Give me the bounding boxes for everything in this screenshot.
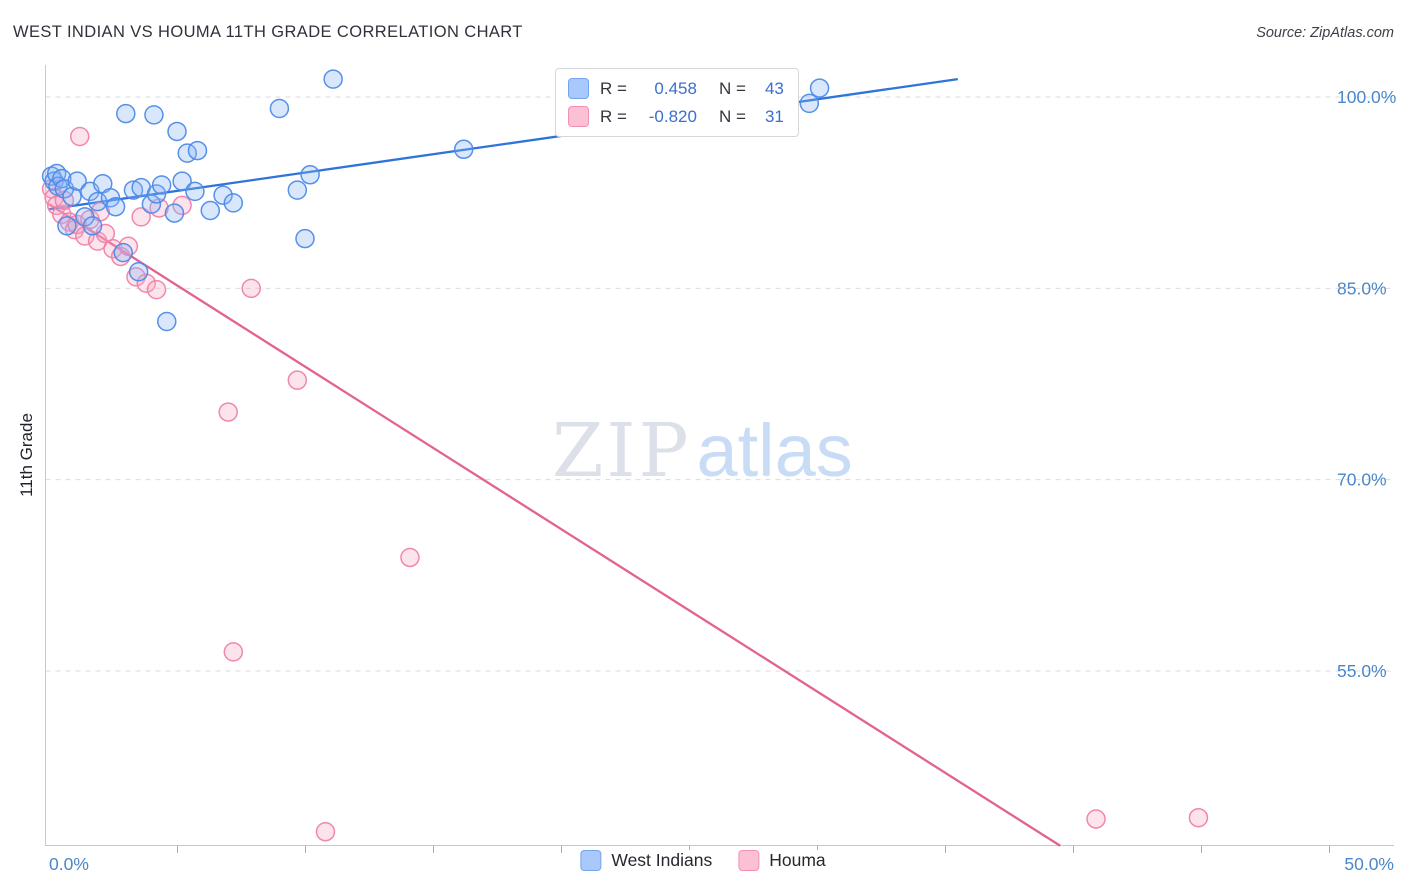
scatter-point-houma xyxy=(315,821,336,842)
scatter-point-houma xyxy=(1086,809,1106,829)
r-value: 0.458 xyxy=(654,78,697,98)
scatter-point-west-indians xyxy=(128,262,149,282)
scatter-point-houma xyxy=(400,547,420,568)
scatter-point-west-indians xyxy=(172,171,192,191)
scatter-point-west-indians xyxy=(223,193,244,213)
y-axis-tick-label: 55.0% xyxy=(1337,661,1387,681)
west-indians-legend-swatch xyxy=(580,850,602,871)
stats-row-houma: R = -0.820 N = 31 xyxy=(568,106,784,127)
scatter-point-houma xyxy=(87,231,108,251)
n-value: 43 xyxy=(764,78,784,98)
n-label: N = xyxy=(718,106,746,126)
y-axis-tick-label: 85.0% xyxy=(1337,278,1387,298)
source-link[interactable]: Source: ZipAtlas.com xyxy=(1256,25,1394,41)
correlation-stats-box: R = 0.458 N = 43 R = -0.820 N = 31 xyxy=(555,68,799,137)
scatter-point-west-indians xyxy=(167,121,187,142)
scatter-point-houma xyxy=(136,273,157,293)
scatter-point-west-indians xyxy=(453,139,474,160)
r-label: R = xyxy=(600,106,627,126)
scatter-point-west-indians xyxy=(323,69,343,89)
x-axis-max-label: 50.0% xyxy=(1344,854,1394,874)
scatter-point-houma xyxy=(223,642,244,662)
scatter-point-houma xyxy=(103,239,123,259)
watermark: ZIPatlas xyxy=(552,414,853,489)
scatter-point-west-indians xyxy=(269,98,290,119)
x-axis-min-label: 0.0% xyxy=(49,854,89,874)
n-label: N = xyxy=(718,78,746,98)
legend-label: West Indians xyxy=(611,850,713,870)
scatter-point-west-indians xyxy=(141,194,162,214)
scatter-point-west-indians xyxy=(62,186,82,207)
scatter-point-west-indians xyxy=(187,140,208,161)
west-indians-swatch[interactable] xyxy=(568,78,589,99)
y-axis-tick-label: 70.0% xyxy=(1337,470,1387,490)
stats-row-west-indians: R = 0.458 N = 43 xyxy=(568,78,784,99)
houma-swatch[interactable] xyxy=(568,106,589,127)
r-value: -0.820 xyxy=(648,106,697,126)
trend-line-houma xyxy=(48,203,1061,847)
watermark-atlas: atlas xyxy=(696,409,853,492)
trend-line-west-indians xyxy=(48,78,958,211)
scatter-point-west-indians xyxy=(809,78,830,98)
legend-item-houma[interactable]: Houma xyxy=(738,850,826,871)
y-axis-tick-label: 100.0% xyxy=(1337,87,1396,107)
legend-label: Houma xyxy=(769,850,826,870)
scatter-point-west-indians xyxy=(151,175,172,195)
scatter-point-houma xyxy=(287,370,308,390)
scatter-point-houma xyxy=(69,126,90,147)
scatter-point-west-indians xyxy=(157,311,177,332)
scatter-point-west-indians xyxy=(113,242,133,263)
scatter-point-houma xyxy=(241,278,261,299)
page-title: WEST INDIAN VS HOUMA 11TH GRADE CORRELAT… xyxy=(13,23,523,41)
scatter-point-houma xyxy=(218,402,238,422)
scatter-point-west-indians xyxy=(164,203,185,223)
scatter-point-houma xyxy=(118,236,139,256)
scatter-point-west-indians xyxy=(116,103,136,124)
scatter-point-west-indians xyxy=(57,216,77,236)
legend-item-west-indians[interactable]: West Indians xyxy=(580,850,712,871)
r-label: R = xyxy=(600,78,627,98)
scatter-point-west-indians xyxy=(300,165,320,185)
scatter-point-houma xyxy=(172,195,192,216)
watermark-zip: ZIP xyxy=(552,408,692,494)
scatter-point-west-indians xyxy=(213,185,233,205)
scatter-point-west-indians xyxy=(67,171,87,191)
scatter-point-west-indians xyxy=(105,196,126,217)
houma-legend-swatch xyxy=(738,850,760,871)
n-value: 31 xyxy=(764,106,784,126)
scatter-point-west-indians xyxy=(82,216,103,236)
scatter-point-west-indians xyxy=(287,180,308,200)
scatter-point-west-indians xyxy=(200,200,221,221)
scatter-point-west-indians xyxy=(295,228,315,249)
scatter-point-west-indians xyxy=(799,93,820,114)
scatter-point-houma xyxy=(126,267,146,287)
scatter-point-houma xyxy=(131,207,151,227)
chart-legend: West Indians Houma xyxy=(572,850,834,871)
scatter-point-west-indians xyxy=(123,180,144,200)
scatter-point-west-indians xyxy=(185,181,205,202)
scatter-point-houma xyxy=(1188,807,1209,828)
scatter-point-west-indians xyxy=(144,105,164,125)
scatter-point-houma xyxy=(146,279,167,300)
